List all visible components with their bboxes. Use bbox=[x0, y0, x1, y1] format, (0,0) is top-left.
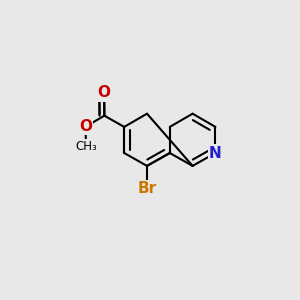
Text: Br: Br bbox=[137, 181, 157, 196]
Text: CH₃: CH₃ bbox=[75, 140, 97, 152]
Text: O: O bbox=[79, 119, 92, 134]
Text: O: O bbox=[98, 85, 111, 100]
Text: N: N bbox=[209, 146, 222, 160]
